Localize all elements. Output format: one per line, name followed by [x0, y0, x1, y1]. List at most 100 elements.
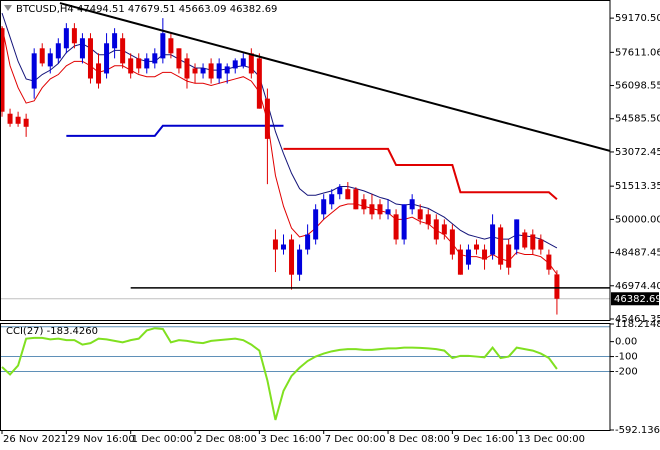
- moving-average-line: [1, 12, 558, 249]
- candle-body: [232, 60, 238, 69]
- cci-frame: [0, 323, 611, 431]
- candle-body: [63, 28, 69, 49]
- candle-body: [224, 66, 230, 74]
- close-value: 46382.69: [230, 4, 278, 15]
- candle-body: [313, 209, 319, 240]
- candle-body: [305, 234, 311, 250]
- candle-body: [208, 63, 214, 79]
- cci-last-value: -183.4260: [47, 326, 98, 337]
- cci-plot: [0, 326, 610, 421]
- candle-body: [409, 199, 415, 210]
- candle-body: [337, 187, 343, 195]
- candle-body: [289, 239, 295, 275]
- candle-body: [514, 219, 520, 250]
- candle-body: [498, 227, 504, 265]
- x-tick-label: 26 Nov 2021: [3, 434, 67, 445]
- candle-body: [473, 244, 479, 250]
- candle-body: [449, 229, 455, 255]
- candle-body: [168, 38, 174, 54]
- trend-line: [59, 2, 610, 152]
- candle-body: [417, 209, 423, 220]
- moving-average-line: [1, 26, 558, 275]
- x-tick-label: 7 Dec 00:00: [325, 434, 386, 445]
- candle-body: [15, 116, 21, 124]
- candle-body: [425, 214, 431, 225]
- y-tick-label: 46974.40: [615, 281, 660, 292]
- candle-body: [490, 224, 496, 255]
- cci-y-tick-label: -200: [615, 366, 638, 377]
- candle-body: [433, 219, 439, 240]
- candle-body: [530, 234, 536, 250]
- open-value: 47494.51: [77, 4, 125, 15]
- y-tick-label: 59170.50: [615, 13, 660, 24]
- candle-body: [144, 58, 150, 69]
- candle-body: [47, 53, 53, 67]
- cci-header: CCI(27) -183.4260: [6, 326, 98, 337]
- candle-body: [522, 232, 528, 248]
- candle-body: [465, 249, 471, 265]
- candle-body: [55, 43, 61, 59]
- candle-body: [264, 98, 270, 139]
- price-panel: [0, 2, 610, 315]
- cci-y-tick-label: -592.1364: [615, 425, 660, 436]
- candle-body: [329, 194, 335, 205]
- candle-body: [401, 204, 407, 240]
- candle-body: [136, 58, 142, 69]
- x-tick-label: 8 Dec 08:00: [389, 434, 450, 445]
- candle-body: [538, 239, 544, 250]
- candle-body: [369, 204, 375, 215]
- candle-body: [393, 214, 399, 240]
- symbol-icon: [4, 5, 12, 11]
- y-tick-label: 48487.45: [615, 248, 660, 259]
- y-tick-label: 50000.00: [615, 214, 660, 225]
- price-frame: [0, 0, 611, 321]
- cci-line: [1, 327, 558, 421]
- y-tick-label: 45461.35: [615, 314, 660, 325]
- candle-body: [184, 58, 190, 79]
- candle-body: [377, 204, 383, 215]
- candle-body: [39, 48, 45, 64]
- candle-body: [128, 58, 134, 74]
- candle-body: [248, 53, 254, 74]
- x-tick-label: 13 Dec 00:00: [518, 434, 585, 445]
- candle-body: [272, 239, 278, 250]
- candle-body: [482, 249, 488, 260]
- candle-body: [345, 189, 351, 200]
- y-tick-label: 51513.35: [615, 181, 660, 192]
- candle-body: [104, 43, 110, 74]
- candle-body: [441, 224, 447, 235]
- candle-body: [176, 48, 182, 69]
- candle-body: [7, 113, 13, 124]
- candle-body: [216, 63, 222, 79]
- candle-body: [353, 189, 359, 210]
- candle-body: [112, 33, 118, 49]
- y-tick-label: 56098.55: [615, 81, 660, 92]
- level-step-line: [283, 147, 558, 200]
- y-tick-label: 57611.06: [615, 47, 660, 58]
- candle-body: [457, 249, 463, 275]
- candle-body: [87, 38, 93, 79]
- cci-panel: [0, 326, 610, 421]
- candle-body: [546, 254, 552, 270]
- candle-body: [256, 58, 262, 109]
- candle-body: [31, 53, 37, 89]
- candle-body: [506, 244, 512, 268]
- last-price-box: [611, 292, 659, 306]
- candle-body: [280, 244, 286, 250]
- low-value: 45663.09: [179, 4, 227, 15]
- candle-body: [0, 28, 5, 112]
- level-step-line: [66, 124, 284, 137]
- cci-y-tick-label: -100: [615, 352, 638, 363]
- candle-body: [554, 274, 560, 299]
- candle-body: [23, 118, 29, 127]
- x-tick-label: 2 Dec 08:00: [196, 434, 257, 445]
- candle-body: [160, 33, 166, 59]
- cci-y-tick-label: 0.00: [615, 337, 637, 348]
- candle-body: [385, 209, 391, 215]
- x-tick-label: 9 Dec 16:00: [453, 434, 514, 445]
- x-tick-label: 1 Dec 00:00: [132, 434, 193, 445]
- candle-body: [200, 68, 206, 74]
- cci-title: CCI(27): [6, 326, 44, 337]
- y-tick-label: 53072.45: [615, 147, 660, 158]
